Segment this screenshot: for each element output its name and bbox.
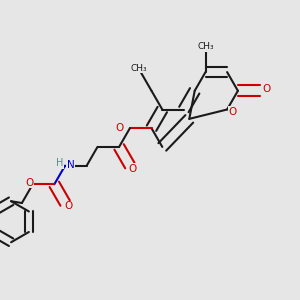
Text: O: O	[26, 178, 34, 188]
Text: O: O	[129, 164, 137, 174]
Text: H: H	[56, 158, 64, 168]
Text: CH₃: CH₃	[197, 42, 214, 51]
Text: N: N	[67, 160, 74, 170]
Text: O: O	[228, 107, 237, 117]
Text: O: O	[115, 123, 123, 133]
Text: O: O	[262, 84, 270, 94]
Text: O: O	[64, 201, 72, 211]
Text: CH₃: CH₃	[131, 64, 148, 73]
